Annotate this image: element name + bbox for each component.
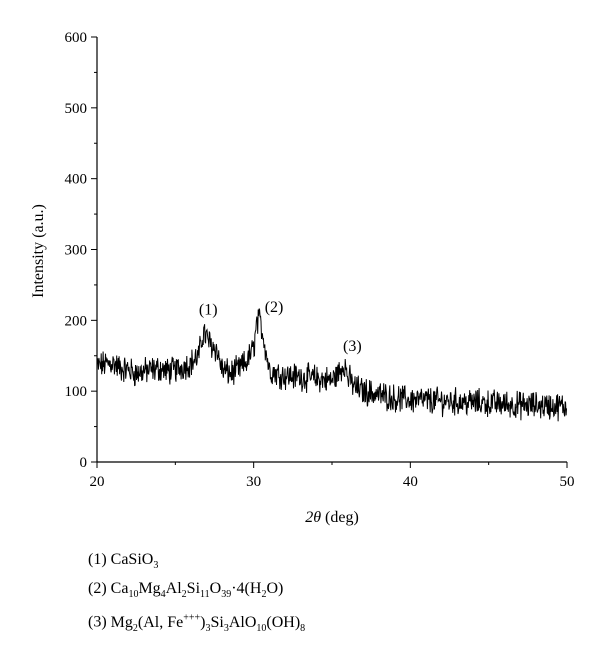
y-tick-label: 600 (65, 30, 88, 46)
plot-area: (1) (2) (3) (96, 299, 567, 422)
xrd-chart: (1) (2) (3) 0 100 200 300 400 500 600 20 30 40 50 In… (30, 30, 575, 526)
legend-index: (1) (88, 551, 107, 568)
legend-index: (3) (88, 613, 107, 631)
axes: 0 100 200 300 400 500 600 20 30 40 50 (65, 30, 575, 490)
x-tick-label: 50 (560, 474, 575, 490)
x-tick-label: 30 (246, 474, 261, 490)
x-tick-label: 40 (403, 474, 418, 490)
y-axis-label: Intensity (a.u.) (30, 204, 47, 298)
legend-item-2: (2) Ca10Mg4Al2Si11O39·4(H2O) (88, 577, 305, 606)
y-tick-label: 0 (80, 455, 88, 471)
peak-label-1: (1) (199, 302, 218, 319)
legend-formula: Mg2(Al, Fe+++)3Si3AlO10(OH)8 (110, 612, 306, 634)
y-tick-label: 300 (65, 243, 88, 259)
legend-index: (2) (88, 580, 107, 598)
legend-formula: Ca10Mg4Al2Si11O39·4(H2O) (110, 580, 284, 601)
phase-legend: (1) CaSiO3 (2) Ca10Mg4Al2Si11O39·4(H2O) … (88, 548, 305, 640)
x-axis-unit: (deg) (325, 509, 359, 526)
y-tick-label: 500 (65, 101, 88, 117)
peak-label-3: (3) (343, 338, 362, 355)
legend-item-3: (3) Mg2(Al, Fe+++)3Si3AlO10(OH)8 (88, 606, 305, 640)
peak-label-2: (2) (265, 299, 284, 316)
xrd-trace (96, 308, 567, 422)
legend-item-1: (1) CaSiO3 (88, 548, 305, 577)
y-tick-label: 100 (65, 384, 88, 400)
x-tick-label: 20 (90, 474, 105, 490)
x-axis-label: 2θ (deg) (305, 509, 359, 526)
y-tick-label: 400 (65, 172, 88, 188)
x-axis-symbol: 2θ (305, 509, 321, 526)
y-tick-label: 200 (65, 313, 88, 329)
legend-formula: CaSiO3 (110, 551, 159, 572)
